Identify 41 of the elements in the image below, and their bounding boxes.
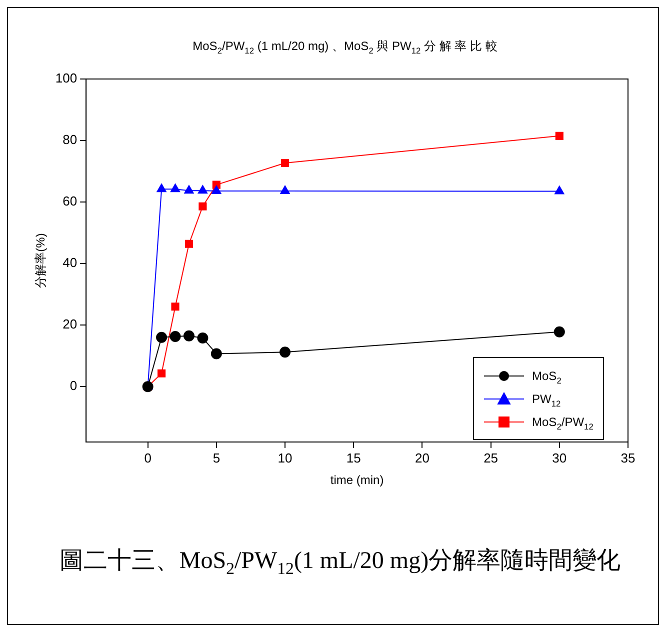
point xyxy=(280,346,291,358)
point xyxy=(198,202,207,210)
y-tick-label: 0 xyxy=(70,378,78,394)
point xyxy=(183,330,194,342)
y-tick-label: 20 xyxy=(62,316,78,332)
point xyxy=(184,185,194,194)
y-tick-label: 40 xyxy=(62,255,78,270)
point xyxy=(555,132,564,140)
x-tick-label: 35 xyxy=(620,450,636,466)
y-tick-label: 80 xyxy=(62,132,78,148)
point xyxy=(156,184,166,192)
x-tick-label: 15 xyxy=(346,450,361,466)
x-axis-title: time (min) xyxy=(330,473,384,488)
x-tick-label: 0 xyxy=(144,450,152,466)
point xyxy=(184,240,194,248)
point xyxy=(170,330,181,342)
y-tick-label: 100 xyxy=(55,70,78,86)
point xyxy=(198,185,208,194)
point xyxy=(554,326,565,338)
point xyxy=(156,332,168,343)
legend-label: MoS$_{2}$/PW$_{12}$ xyxy=(532,414,594,431)
point xyxy=(280,158,290,168)
x-tick-label: 10 xyxy=(278,450,292,466)
point xyxy=(554,186,564,194)
point xyxy=(158,369,166,378)
legend-label: MoS$_{2}$ xyxy=(532,368,562,385)
chart-title: MoS$_{2}$/PW$_{12}$ (1 mL/20 mg) 、MoS$_{2}$ 與 PW$_{12}$ 分 解 率 比 較 xyxy=(192,39,498,56)
legend-label: PW$_{12}$ xyxy=(532,392,561,408)
point xyxy=(197,332,208,344)
y-axis-title: 分解率(%) xyxy=(34,233,48,288)
x-tick-label: 20 xyxy=(414,450,430,466)
point xyxy=(280,185,290,194)
x-tick-label: 25 xyxy=(484,450,498,466)
point xyxy=(210,348,222,360)
x-tick-label: 5 xyxy=(212,450,220,466)
text: 圖二十三、MoS$_{2}$/PW$_{12}$(1 mL/20 mg)分解率隨時間變化 xyxy=(58,546,622,579)
point xyxy=(170,184,180,192)
point xyxy=(171,302,180,311)
point xyxy=(212,185,222,194)
x-tick-label: 30 xyxy=(552,450,567,466)
y-tick-label: 60 xyxy=(62,194,78,209)
